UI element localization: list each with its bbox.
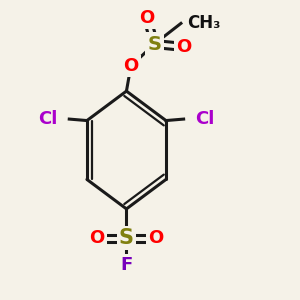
Text: S: S	[119, 228, 134, 248]
Text: O: O	[148, 229, 164, 247]
Text: O: O	[176, 38, 191, 56]
Text: CH₃: CH₃	[187, 14, 220, 32]
Text: Cl: Cl	[195, 110, 215, 128]
Text: O: O	[140, 8, 155, 26]
Text: S: S	[147, 34, 161, 53]
Text: F: F	[120, 256, 133, 274]
Text: Cl: Cl	[38, 110, 58, 128]
Text: O: O	[123, 57, 139, 75]
Text: O: O	[89, 229, 105, 247]
